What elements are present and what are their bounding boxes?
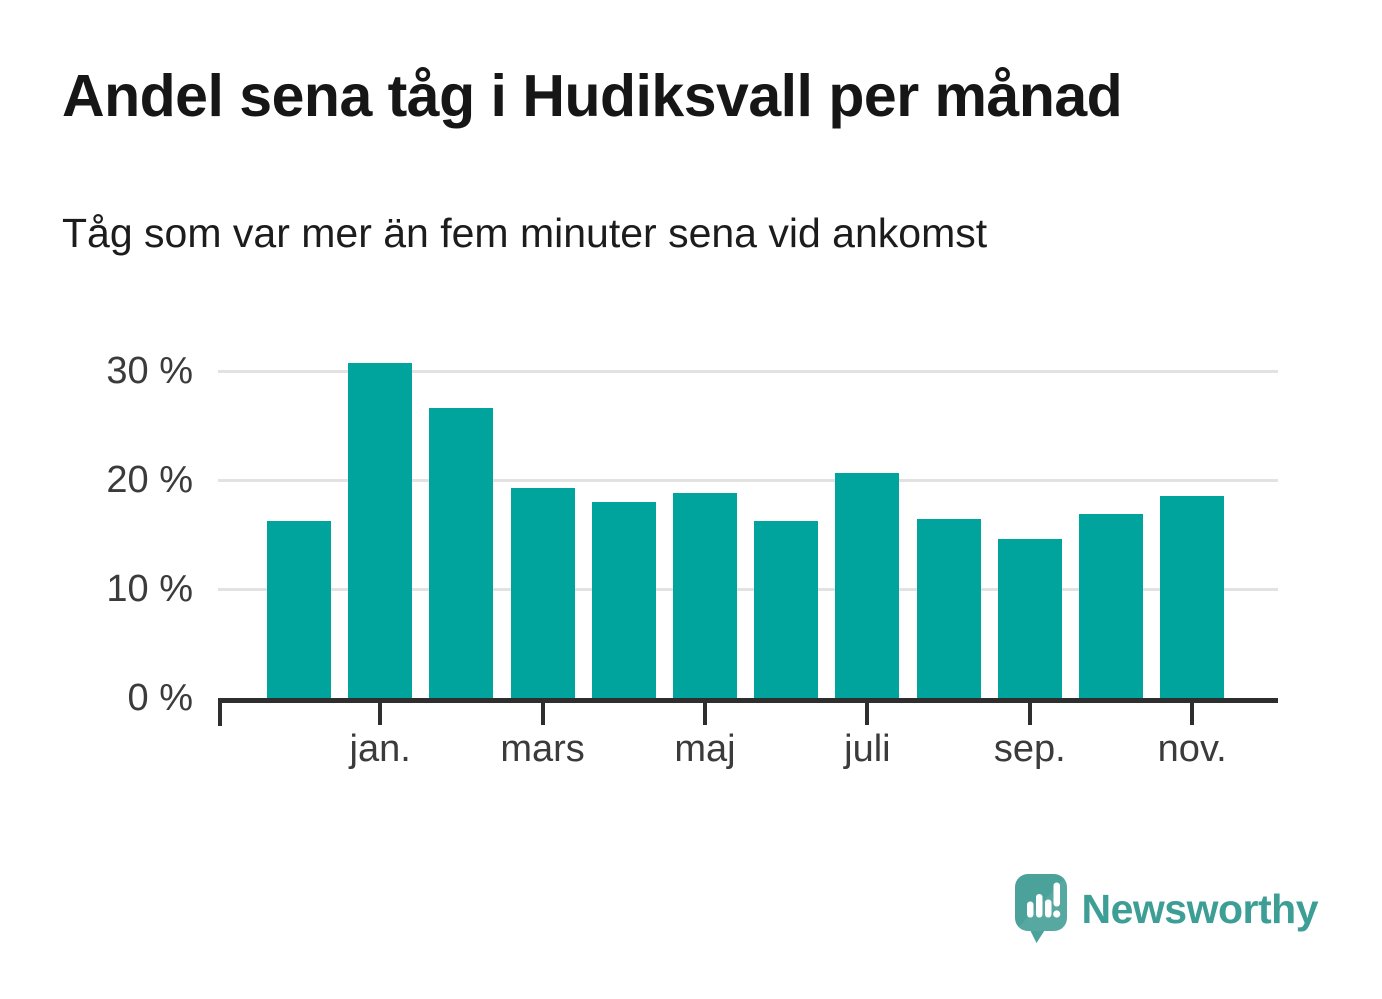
x-tick-mars [540, 703, 545, 725]
x-tick-nov [1190, 703, 1195, 725]
chart-title: Andel sena tåg i Hudiksvall per månad [62, 63, 1123, 129]
y-tick-label: 30 % [106, 350, 193, 392]
bar-sep [997, 538, 1062, 698]
plot-area [218, 336, 1278, 703]
x-tick-label-nov: nov. [1157, 728, 1227, 770]
bar-jan [348, 363, 413, 698]
x-tick-sep [1027, 703, 1032, 725]
bar-okt [1079, 513, 1143, 698]
gridline-20 [218, 478, 1278, 482]
y-tick-label: 0 % [127, 677, 193, 719]
x-tick-label-sep: sep. [993, 728, 1066, 770]
newsworthy-logo: Newsworthy [1014, 874, 1319, 944]
bar-maj [673, 493, 737, 698]
x-tick-jan [378, 703, 383, 725]
bar-juli [835, 473, 900, 698]
gridline-30 [218, 369, 1278, 373]
x-tick-label-maj: maj [674, 728, 736, 770]
bar-dec [267, 521, 331, 698]
y-tick-label: 20 % [106, 459, 193, 501]
speech-bubble-bar-chart-exclamation-icon [1014, 874, 1067, 943]
bar-juni [754, 521, 819, 698]
bar-nov [1160, 496, 1225, 698]
chart-subtitle: Tåg som var mer än fem minuter sena vid … [62, 210, 988, 256]
x-axis-start-tick [218, 698, 222, 726]
newsworthy-logo-text: Newsworthy [1081, 885, 1319, 932]
gridline-10 [218, 587, 1278, 591]
y-tick-label: 10 % [106, 568, 193, 610]
bar-feb [429, 408, 494, 698]
x-tick-juli [865, 703, 870, 725]
bar-aug [916, 519, 981, 698]
bar-apr [591, 501, 656, 698]
x-axis-line [218, 698, 1278, 703]
x-tick-label-mars: mars [500, 728, 585, 770]
x-tick-maj [703, 703, 707, 725]
bar-mars [510, 487, 575, 698]
x-tick-label-jan: jan. [349, 728, 411, 770]
x-tick-label-juli: juli [844, 728, 891, 770]
